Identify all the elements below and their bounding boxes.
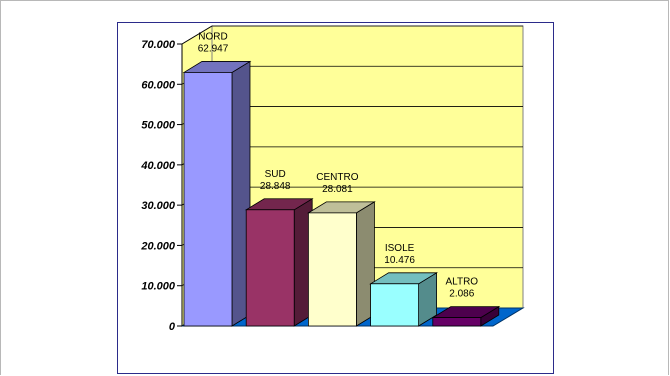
- bar-front-face: [370, 283, 420, 327]
- data-label-category: SUD: [265, 169, 286, 180]
- gridline-side: [181, 25, 213, 45]
- bar-front-face: [183, 72, 233, 327]
- bar-isole: [369, 272, 439, 327]
- bar-altro: [431, 305, 501, 327]
- bar-centro: [306, 201, 376, 327]
- data-label-category: ISOLE: [385, 243, 415, 254]
- y-tick-label: 30.000: [141, 200, 176, 212]
- data-label-value: 10.476: [384, 255, 415, 266]
- y-tick-label: 60.000: [141, 79, 176, 91]
- y-tick-label: 50.000: [141, 120, 176, 132]
- y-tick-label: 20.000: [140, 240, 176, 252]
- y-tick-label: 0: [169, 321, 176, 333]
- bar-nord: [182, 60, 252, 327]
- data-label-category: ALTRO: [445, 277, 478, 288]
- data-label-value: 28.081: [322, 184, 353, 195]
- data-label-value: 28.848: [260, 181, 291, 192]
- y-tick-label: 70.000: [141, 39, 176, 51]
- bar-front-face: [245, 209, 295, 327]
- y-tick-label: 40.000: [140, 160, 176, 172]
- y-tick-label: 10.000: [141, 281, 176, 293]
- data-label-category: NORD: [198, 31, 227, 42]
- bar-front-face: [307, 212, 357, 327]
- bar-front-face: [432, 317, 482, 327]
- data-label-value: 2.086: [449, 289, 474, 300]
- bar-sud: [244, 198, 314, 327]
- data-label-category: CENTRO: [316, 172, 358, 183]
- data-label-value: 62.947: [198, 43, 229, 54]
